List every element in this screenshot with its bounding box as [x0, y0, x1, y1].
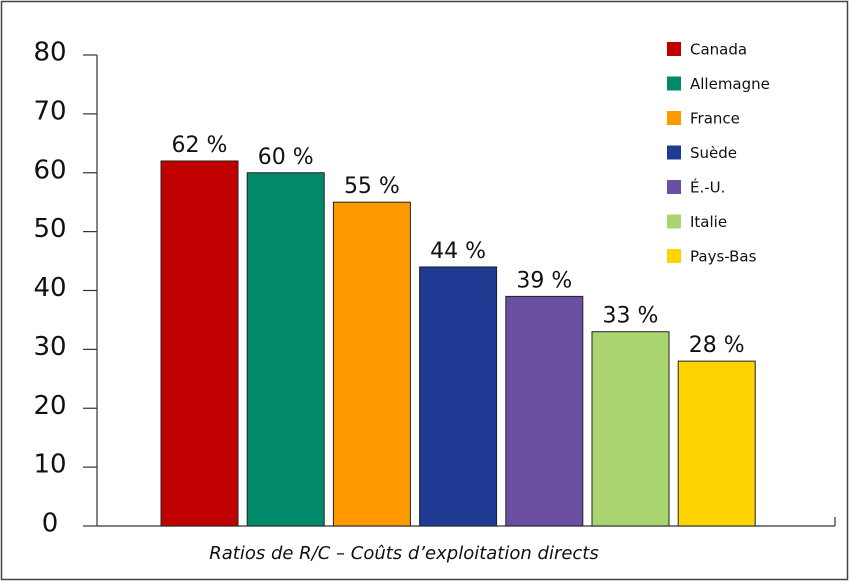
- x-axis-label: Ratios de R/C – Coûts d’exploitation dir…: [209, 543, 599, 564]
- y-tick-label: 20: [33, 391, 66, 421]
- bar: [332, 201, 411, 527]
- bar: [246, 172, 325, 527]
- value-label: 33 %: [603, 304, 659, 329]
- legend-label: Suède: [690, 144, 737, 162]
- y-tick-label: 40: [33, 273, 66, 303]
- legend-label: Italie: [690, 213, 727, 231]
- y-tick-label: 80: [33, 38, 66, 68]
- y-tick-label: 10: [33, 450, 66, 480]
- bar: [505, 295, 584, 527]
- legend-swatch: [667, 42, 681, 56]
- y-tick-label: 60: [33, 155, 66, 185]
- legend-label: Pays-Bas: [690, 248, 757, 266]
- legend-swatch: [667, 180, 681, 194]
- y-tick-label: 30: [33, 332, 66, 362]
- legend-swatch: [667, 145, 681, 160]
- value-label: 28 %: [689, 333, 745, 358]
- legend-swatch: [667, 111, 681, 125]
- y-tick-label: 0: [42, 509, 59, 539]
- bar: [419, 266, 498, 527]
- value-label: 44 %: [430, 239, 486, 264]
- legend-label: France: [690, 110, 740, 128]
- value-label: 62 %: [172, 133, 228, 158]
- bar: [677, 360, 756, 527]
- legend-swatch: [667, 214, 681, 229]
- value-label: 60 %: [258, 145, 314, 170]
- y-tick-label: 50: [33, 214, 66, 244]
- legend-label: Canada: [690, 41, 747, 59]
- value-label: 55 %: [344, 174, 400, 199]
- legend-swatch: [667, 76, 681, 91]
- legend-swatch: [667, 249, 681, 263]
- bar: [591, 331, 670, 527]
- y-tick-label: 70: [33, 96, 66, 126]
- value-label: 39 %: [516, 268, 572, 293]
- legend-label: Allemagne: [690, 75, 770, 93]
- legend-label: É.-U.: [690, 178, 725, 197]
- bar: [160, 160, 239, 527]
